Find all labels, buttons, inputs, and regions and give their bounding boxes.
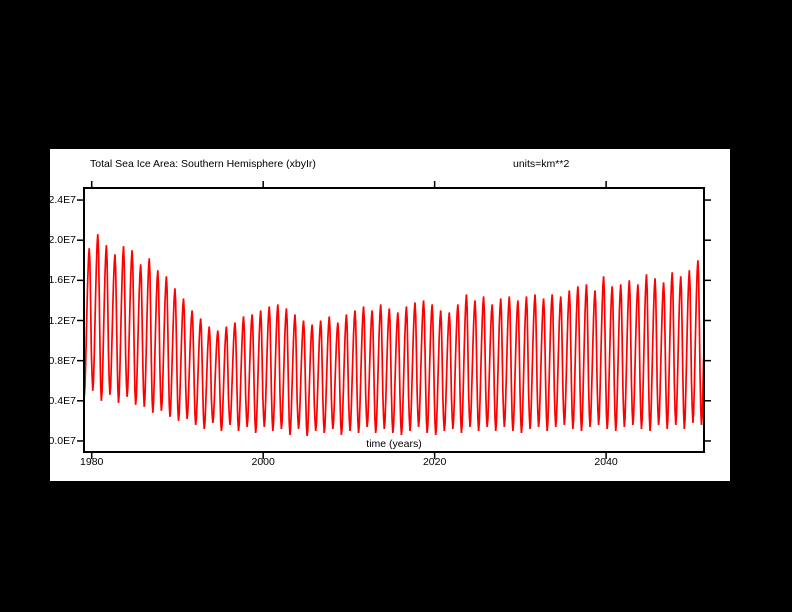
x-tick-label: 2000 <box>251 456 275 468</box>
y-tick-label: 0.4E7 <box>48 394 76 407</box>
sea-ice-series-line <box>83 234 705 437</box>
x-tick-label: 2020 <box>422 456 447 468</box>
x-tick-label: 1980 <box>80 456 104 468</box>
units-label: units=km**2 <box>513 158 570 170</box>
y-tick-label: 0.8E7 <box>48 354 76 367</box>
x-tick-label: 2040 <box>594 456 618 468</box>
y-tick-label: 0.0E7 <box>48 434 76 447</box>
plot-title: Total Sea Ice Area: Southern Hemisphere … <box>90 158 316 170</box>
y-tick-label: 1.6E7 <box>48 274 76 287</box>
y-tick-label: 1.2E7 <box>48 314 76 327</box>
y-tick-label: 2.0E7 <box>48 234 76 247</box>
x-axis-label: time (years) <box>366 438 422 450</box>
y-tick-label: 2.4E7 <box>48 194 76 207</box>
